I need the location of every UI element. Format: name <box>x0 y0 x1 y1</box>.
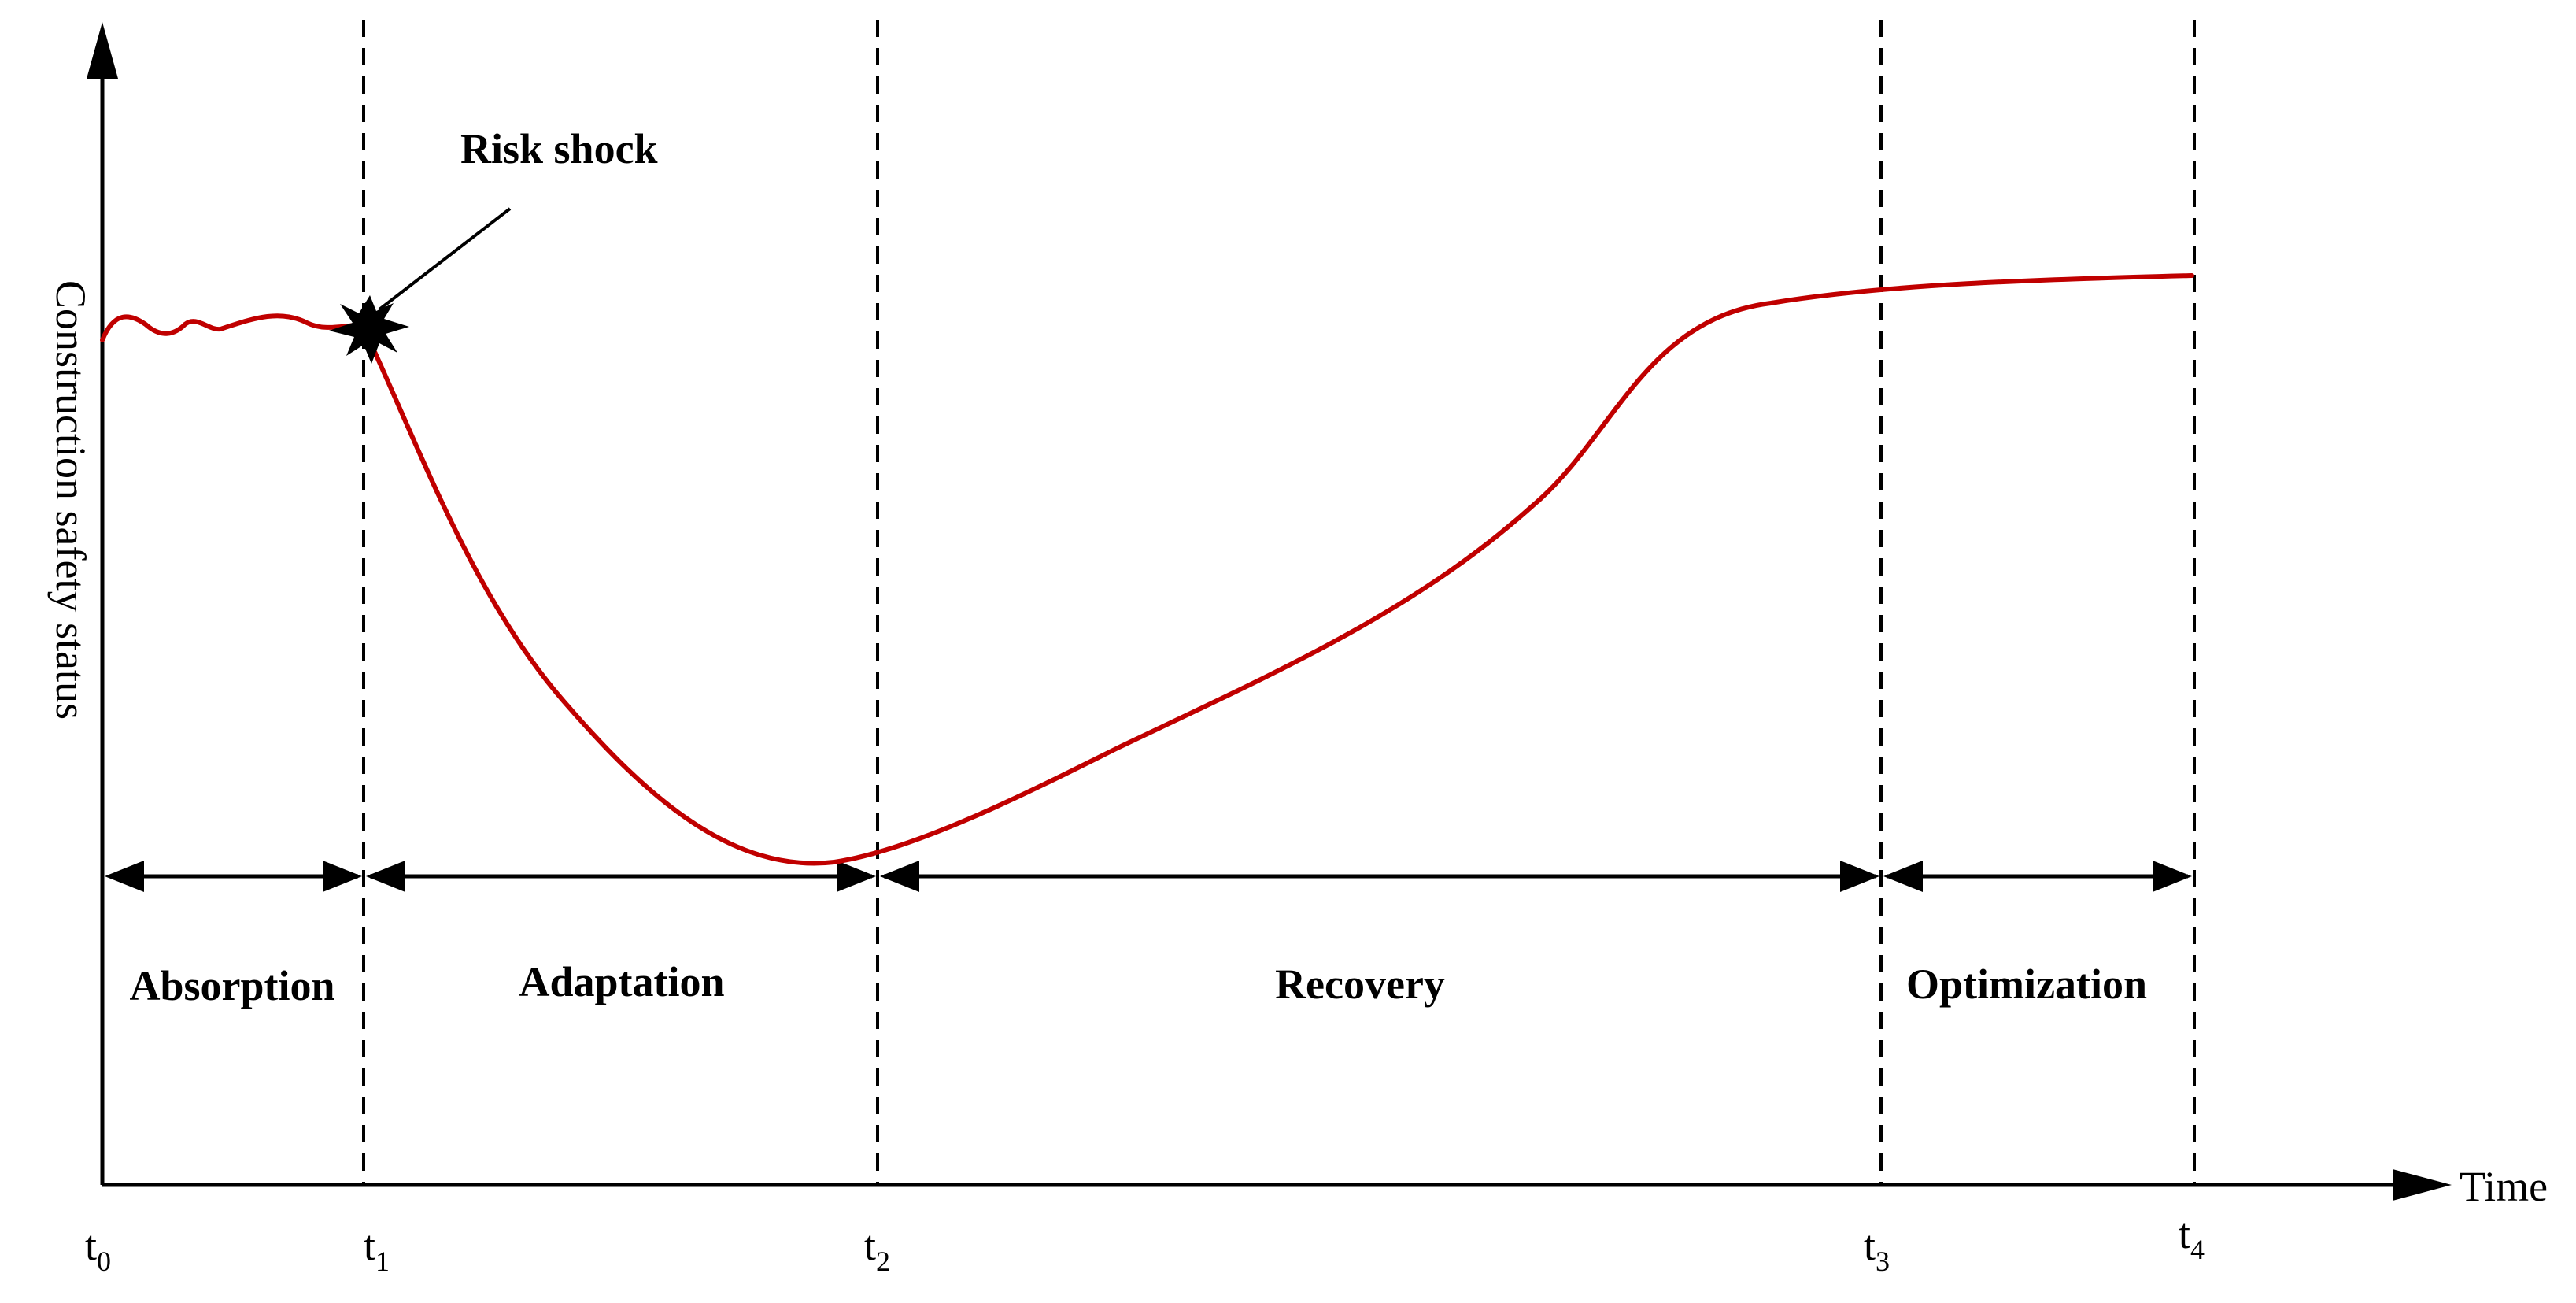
svg-text:t0: t0 <box>85 1222 111 1277</box>
svg-text:t1: t1 <box>364 1222 390 1277</box>
svg-text:t2: t2 <box>864 1222 890 1277</box>
safety-status-curve <box>100 273 2194 866</box>
risk-shock-label: Risk shock <box>460 125 658 172</box>
svg-text:t4: t4 <box>2179 1210 2205 1265</box>
y-axis-label: Construction safety status <box>47 280 94 720</box>
x-axis-arrowhead <box>2393 1169 2452 1201</box>
svg-text:t3: t3 <box>1864 1222 1890 1277</box>
x-axis-label: Time <box>2460 1163 2548 1210</box>
phase-label-optimization: Optimization <box>1906 961 2147 1008</box>
tick-label-t1: t1 <box>364 1222 390 1277</box>
tick-label-t4: t4 <box>2179 1210 2205 1265</box>
tick-label-t0: t0 <box>85 1222 111 1277</box>
y-axis-arrowhead <box>87 22 118 79</box>
phase-label-absorption: Absorption <box>129 962 334 1009</box>
phase-label-recovery: Recovery <box>1275 961 1445 1008</box>
tick-label-t3: t3 <box>1864 1222 1890 1277</box>
tick-label-t2: t2 <box>864 1222 890 1277</box>
risk-shock-burst-icon <box>329 295 409 364</box>
phase-label-adaptation: Adaptation <box>519 958 724 1005</box>
risk-shock-pointer <box>378 207 512 311</box>
